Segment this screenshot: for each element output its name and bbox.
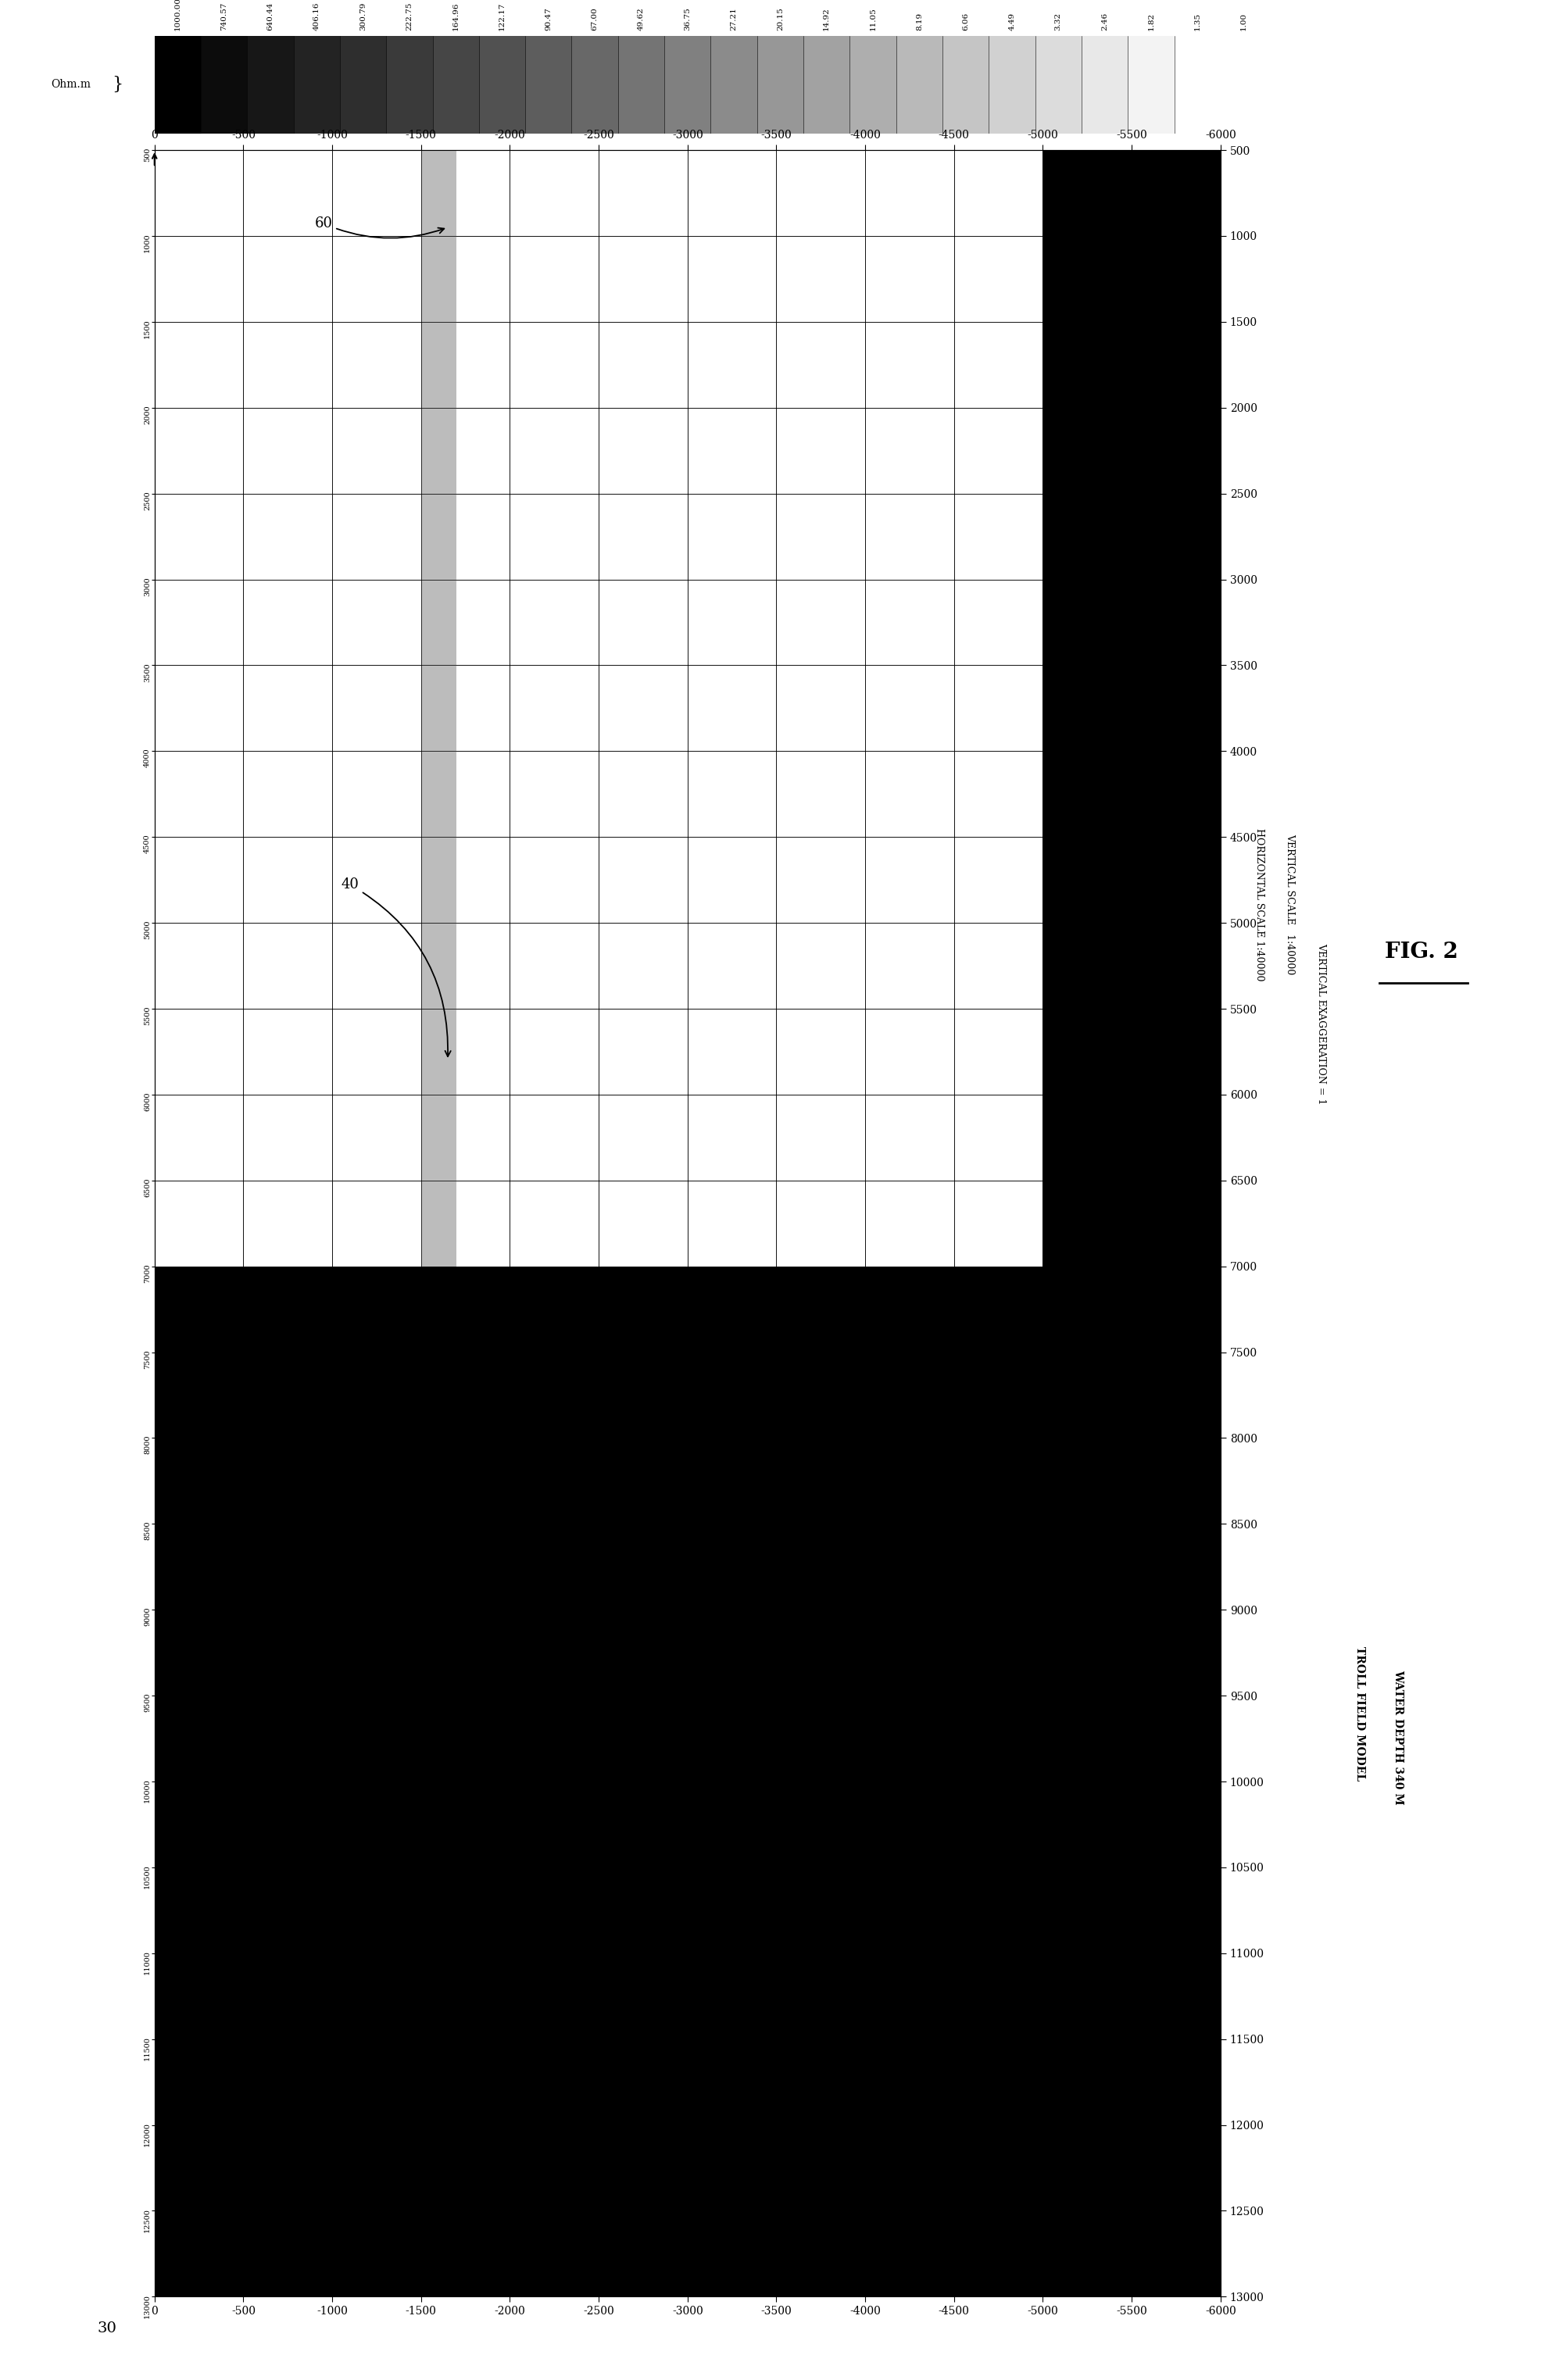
Bar — [757, 36, 803, 133]
Text: 49.62: 49.62 — [638, 7, 644, 31]
Bar — [247, 36, 294, 133]
Text: 20.15: 20.15 — [777, 7, 783, 31]
Bar — [850, 36, 896, 133]
Text: WATER DEPTH 340 M: WATER DEPTH 340 M — [1392, 1671, 1404, 1804]
Text: 640.44: 640.44 — [267, 2, 273, 31]
Bar — [711, 36, 757, 133]
Text: FIG. 2: FIG. 2 — [1384, 942, 1458, 962]
Text: 30: 30 — [97, 2320, 117, 2335]
Text: 27.21: 27.21 — [731, 7, 737, 31]
Text: HORIZONTAL SCALE 1:40000: HORIZONTAL SCALE 1:40000 — [1255, 828, 1264, 981]
Text: 36.75: 36.75 — [684, 7, 691, 31]
Text: 1.82: 1.82 — [1148, 12, 1154, 31]
Bar — [340, 36, 386, 133]
Bar — [420, 150, 457, 2297]
Text: }: } — [111, 76, 124, 93]
Bar — [1035, 36, 1082, 133]
Text: 222.75: 222.75 — [406, 2, 413, 31]
Bar — [386, 36, 433, 133]
Text: 14.92: 14.92 — [823, 7, 830, 31]
Text: 406.16: 406.16 — [314, 2, 320, 31]
Text: 40: 40 — [341, 878, 451, 1057]
Text: 740.57: 740.57 — [221, 2, 227, 31]
Text: TROLL FIELD MODEL: TROLL FIELD MODEL — [1353, 1647, 1366, 1780]
Text: 60: 60 — [315, 217, 443, 238]
Text: 2.46: 2.46 — [1102, 12, 1108, 31]
Text: 8.19: 8.19 — [916, 12, 922, 31]
Text: 300.79: 300.79 — [360, 2, 366, 31]
Bar — [1128, 36, 1174, 133]
Text: 11.05: 11.05 — [870, 7, 876, 31]
Bar — [803, 36, 850, 133]
Text: 1.00: 1.00 — [1241, 12, 1247, 31]
Text: 4.49: 4.49 — [1009, 12, 1015, 31]
Bar — [1082, 36, 1128, 133]
Bar — [525, 36, 572, 133]
Bar — [479, 36, 525, 133]
Bar — [942, 36, 989, 133]
Bar — [155, 1266, 1043, 2297]
Text: 62: 62 — [315, 2042, 437, 2128]
Bar — [201, 36, 247, 133]
Bar — [433, 36, 479, 133]
Text: 1.35: 1.35 — [1194, 12, 1200, 31]
Text: 122.17: 122.17 — [499, 2, 505, 31]
Bar — [155, 36, 201, 133]
Bar — [1174, 36, 1221, 133]
Text: 90.47: 90.47 — [545, 7, 552, 31]
Bar — [664, 36, 711, 133]
Text: 1000.00: 1000.00 — [175, 0, 181, 31]
Text: 3.32: 3.32 — [1055, 12, 1061, 31]
Text: 67.00: 67.00 — [592, 7, 598, 31]
Text: 164.96: 164.96 — [453, 2, 459, 31]
Bar — [618, 36, 664, 133]
Text: VERTICAL SCALE   1:40000: VERTICAL SCALE 1:40000 — [1285, 833, 1295, 976]
Bar — [989, 36, 1035, 133]
Bar — [572, 36, 618, 133]
Bar — [294, 36, 340, 133]
Text: 6.06: 6.06 — [963, 12, 969, 31]
Bar — [896, 36, 942, 133]
Text: Ohm.m: Ohm.m — [51, 79, 91, 90]
Text: VERTICAL EXAGGERATION = 1: VERTICAL EXAGGERATION = 1 — [1316, 942, 1326, 1104]
Bar — [1043, 150, 1221, 2297]
